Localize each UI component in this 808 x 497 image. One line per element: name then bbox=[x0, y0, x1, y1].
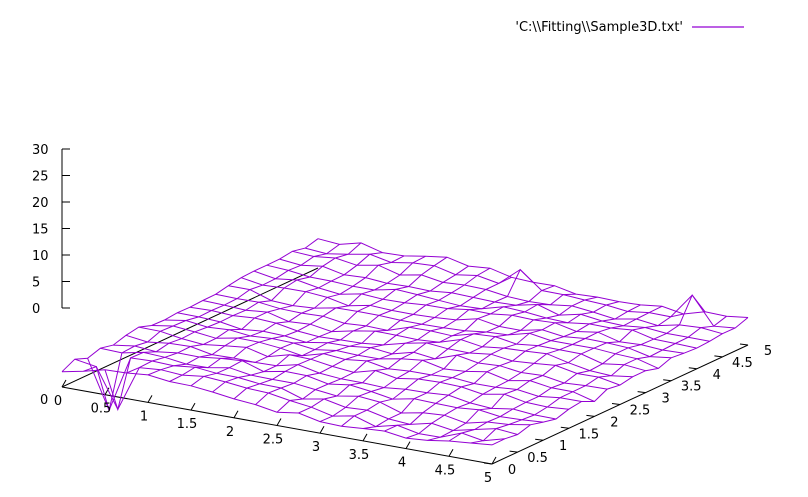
x-tick-label: 5 bbox=[484, 471, 492, 486]
x-tick-label: 3.5 bbox=[349, 448, 370, 463]
tick-labels: 0 0.5 1 1.5 2 2.5 3 3.5 4 4.5 5 0 0.5 1 1.5 2 2.5 3 3.5 4 4.… bbox=[32, 143, 772, 486]
mesh-line-y bbox=[189, 306, 621, 386]
x-tick-mark bbox=[276, 418, 282, 426]
y-tick-label: 0.5 bbox=[527, 451, 548, 466]
mesh-line-y bbox=[279, 258, 710, 342]
y-tick-mark bbox=[483, 462, 493, 465]
mesh-line-x bbox=[61, 238, 319, 373]
plot-axes bbox=[61, 148, 749, 465]
y-tick-label: 4.5 bbox=[732, 356, 753, 371]
y-tick-label: 1 bbox=[559, 439, 567, 454]
mesh-line-y bbox=[253, 270, 685, 354]
x-tick-mark bbox=[319, 425, 325, 434]
x-tick-mark bbox=[362, 433, 368, 442]
mesh-line-y bbox=[125, 334, 557, 420]
y-tick-label: 1.5 bbox=[578, 427, 599, 442]
x-tick-label: 2.5 bbox=[263, 433, 284, 448]
mesh-line-y bbox=[113, 344, 544, 423]
z-tick-label: 10 bbox=[32, 249, 49, 264]
y-tick-mark bbox=[560, 426, 569, 429]
z-tick-label: 0 bbox=[32, 302, 40, 317]
y-tick-mark bbox=[714, 355, 723, 358]
mesh-line-y bbox=[164, 319, 595, 402]
x-tick-mark bbox=[233, 410, 239, 419]
mesh-line-y bbox=[228, 285, 659, 369]
mesh-line-x bbox=[341, 296, 598, 427]
mesh-line-y bbox=[215, 293, 646, 372]
y-tick-mark bbox=[586, 414, 595, 417]
mesh-line-y bbox=[138, 326, 569, 410]
mesh-line-x bbox=[319, 293, 577, 423]
x-tick-mark bbox=[190, 402, 196, 411]
x-tick-mark bbox=[491, 456, 497, 465]
y-tick-mark bbox=[637, 391, 646, 394]
x-tick-mark bbox=[147, 395, 153, 403]
z-tick-label: 20 bbox=[32, 196, 49, 211]
y-tick-mark bbox=[663, 379, 672, 382]
y-tick-label: 5 bbox=[764, 344, 772, 359]
mesh-line-y bbox=[241, 277, 672, 359]
mesh-line-y bbox=[317, 238, 749, 318]
y-tick-mark bbox=[739, 343, 749, 346]
x-tick-label: 4.5 bbox=[435, 463, 456, 478]
y-tick-label: 2 bbox=[610, 415, 618, 430]
z-tick-label: 15 bbox=[32, 223, 49, 238]
mesh-line-y bbox=[151, 325, 582, 402]
legend: 'C:\\Fitting\\Sample3D.txt' bbox=[515, 20, 744, 35]
z-tick-label: 5 bbox=[32, 276, 40, 291]
mesh-line-x bbox=[255, 276, 512, 405]
mesh-line-y bbox=[87, 357, 518, 435]
x-tick-label: 2 bbox=[226, 425, 234, 440]
y-tick-mark bbox=[509, 450, 518, 453]
x-tick-mark bbox=[448, 449, 454, 457]
x-tick-mark bbox=[405, 441, 411, 449]
z-tick-label: 25 bbox=[32, 170, 49, 185]
y-tick-label: 2.5 bbox=[630, 404, 651, 419]
surface-mesh bbox=[61, 238, 749, 446]
mesh-line-y bbox=[305, 247, 736, 329]
mesh-line-x bbox=[212, 265, 469, 393]
y-tick-label: 3 bbox=[661, 392, 669, 407]
y-tick-mark bbox=[611, 403, 621, 405]
mesh-line-x bbox=[427, 313, 684, 441]
x-tick-label: 4 bbox=[398, 456, 406, 471]
mesh-line-y bbox=[74, 358, 505, 442]
y-tick-label: 4 bbox=[713, 368, 721, 383]
y-tick-label: 3.5 bbox=[681, 380, 702, 395]
x-tick-label: 1.5 bbox=[177, 417, 198, 432]
mesh-line-x bbox=[276, 268, 534, 413]
y-tick-mark bbox=[688, 367, 697, 370]
x-tick-label: 1 bbox=[140, 409, 148, 424]
x-tick-label: 0 bbox=[54, 394, 62, 409]
mesh-line-y bbox=[61, 369, 493, 446]
mesh-line-y bbox=[266, 264, 697, 349]
x-tick-mark bbox=[61, 379, 67, 388]
y-tick-mark bbox=[535, 438, 544, 441]
z-tick-label: 30 bbox=[32, 143, 49, 158]
y-tick-label: 0 bbox=[508, 463, 516, 478]
y-axis-line bbox=[61, 267, 319, 388]
mesh-line-y bbox=[100, 347, 531, 426]
x-tick-label: 3 bbox=[312, 440, 320, 455]
origin-tick-label: 0 bbox=[40, 393, 48, 408]
mesh-line-y bbox=[202, 300, 633, 378]
mesh-line-y bbox=[292, 250, 723, 335]
x-tick-mark bbox=[104, 387, 110, 395]
mesh-line-y bbox=[177, 312, 608, 390]
x-tick-label: 0.5 bbox=[91, 402, 112, 417]
legend-label: 'C:\\Fitting\\Sample3D.txt' bbox=[515, 20, 683, 35]
